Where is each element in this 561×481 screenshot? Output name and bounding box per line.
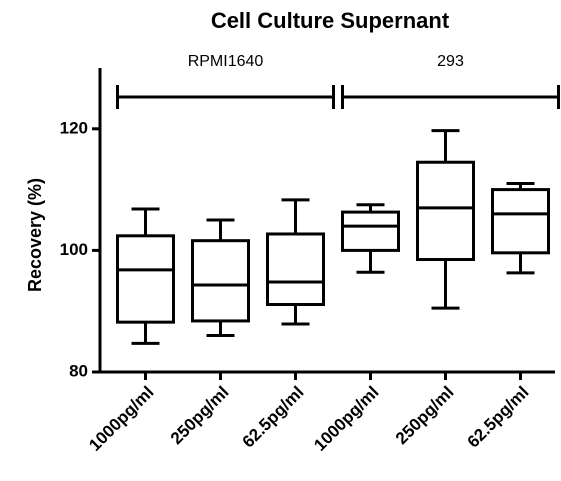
annotation: RPMI1640 <box>188 53 264 70</box>
y-tick-label: 120 <box>60 118 88 137</box>
x-tick-label: 1000pg/ml <box>310 383 382 455</box>
x-tick-label: 62.5pg/ml <box>239 383 308 452</box>
box <box>266 232 325 307</box>
box <box>416 160 475 262</box>
x-tick-label: 250pg/ml <box>392 383 458 449</box>
x-tick-label: 1000pg/ml <box>85 383 157 455</box>
x-tick-label: 250pg/ml <box>167 383 233 449</box>
annotation: 293 <box>437 53 464 70</box>
box <box>116 234 175 324</box>
y-axis-label: Recovery (%) <box>25 178 45 292</box>
chart-title: Cell Culture Supernant <box>211 8 450 33</box>
box <box>341 210 400 252</box>
box <box>491 188 550 255</box>
y-tick-label: 100 <box>60 240 88 259</box>
x-tick-label: 62.5pg/ml <box>464 383 533 452</box>
y-tick-label: 80 <box>69 361 88 380</box>
box <box>191 239 250 323</box>
